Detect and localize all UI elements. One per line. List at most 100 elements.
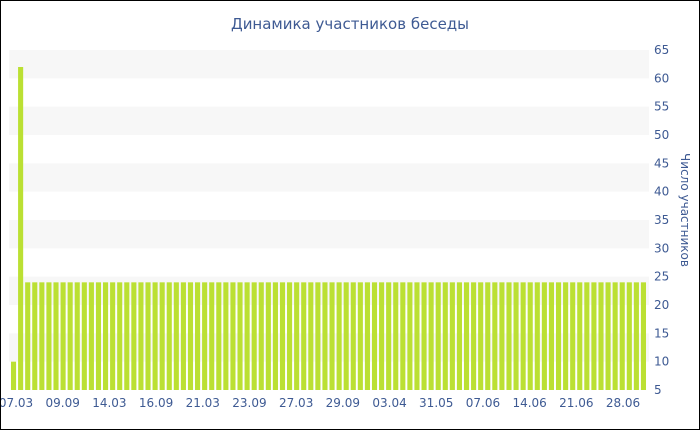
x-tick-label: 16.09 [139,396,173,410]
bar [166,282,172,390]
bar [393,282,399,390]
grid-band [9,163,649,192]
bar [612,282,618,390]
bar [499,282,505,390]
bar [527,282,533,390]
bar [18,67,24,390]
chart-title: Динамика участников беседы [231,15,469,33]
bar [555,282,562,390]
y-tick-label: 65 [654,43,669,57]
x-tick-label: 07.03 [1,396,33,410]
grid-band [9,220,649,249]
bar [95,282,102,390]
bar [237,282,243,390]
bar [110,282,116,390]
bar [152,282,158,390]
y-tick-label: 60 [654,71,669,85]
bar [265,282,271,390]
bar [258,282,264,390]
bar [513,282,519,390]
bar [456,282,462,390]
bar [421,282,427,390]
bar [640,282,647,390]
bar [626,282,632,390]
y-tick-label: 10 [654,355,669,369]
bar [202,282,208,390]
bar [223,282,229,390]
x-tick-label: 27.03 [279,396,313,410]
bar [67,282,73,390]
bar [442,282,448,390]
grid-bands [9,50,649,362]
bar [591,282,597,390]
bar [463,282,470,390]
bar [279,282,286,390]
bar [485,282,491,390]
x-tick-label: 21.06 [559,396,593,410]
y-tick-label: 25 [654,270,669,284]
bar [492,282,498,390]
bar [25,282,31,390]
bar [570,282,576,390]
bar [216,282,222,390]
y-axis-ticks: 5 10 15 20 25 30 35 40 45 50 55 60 65 [654,43,669,397]
bar [371,282,378,390]
x-tick-label: 14.03 [92,396,126,410]
y-tick-label: 35 [654,213,669,227]
bar [400,282,406,390]
y-axis-label: Число участников [678,153,692,267]
bar [124,282,130,390]
bar [619,282,625,390]
grid-band [9,106,649,135]
bar [386,282,392,390]
y-tick-label: 55 [654,100,669,114]
bar [520,282,526,390]
bar [478,282,484,390]
bar [74,282,80,390]
grid-band [9,50,649,79]
bar [294,282,300,390]
bar [428,282,434,390]
bar [81,282,87,390]
bar [322,282,328,390]
bar [159,282,165,390]
bar [336,282,342,390]
y-tick-label: 30 [654,241,669,255]
bar [343,282,349,390]
bar [407,282,413,390]
bar [301,282,307,390]
bar [46,282,52,390]
bar [10,361,17,390]
x-tick-label: 29.09 [326,396,360,410]
bar [187,282,194,390]
x-tick-label: 03.04 [372,396,406,410]
bar [88,282,94,390]
bars-group [10,67,647,390]
x-tick-label: 07.06 [466,396,500,410]
x-tick-label: 28.06 [606,396,640,410]
bar [103,282,109,390]
bar [633,282,639,390]
bar [379,282,385,390]
bar [329,282,335,390]
bar [541,282,547,390]
bar [138,282,144,390]
bar [308,282,314,390]
bar [272,282,278,390]
y-tick-label: 50 [654,128,669,142]
bar [145,282,151,390]
bar [605,282,611,390]
bar [117,282,123,390]
x-axis-ticks: 07.03 09.09 14.03 16.09 21.03 23.09 27.03 29.09… [1,396,640,410]
bar [506,282,512,390]
bar [584,282,590,390]
bar [173,282,179,390]
bar [471,282,477,390]
y-tick-label: 45 [654,156,669,170]
bar [209,282,215,390]
bar [53,282,59,390]
bar [357,282,363,390]
bar [230,282,236,390]
